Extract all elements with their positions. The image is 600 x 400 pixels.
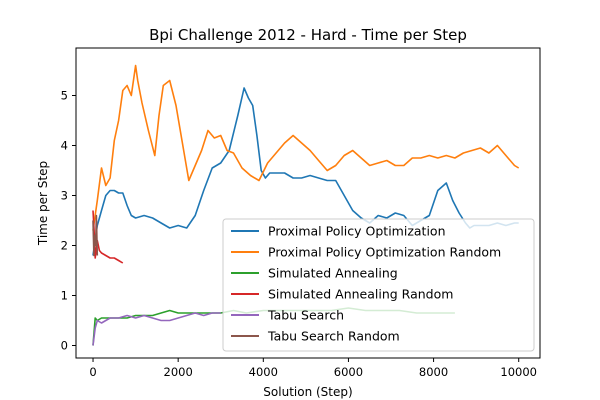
series-line-0 — [92, 87, 519, 256]
y-tick-label-3: 3 — [61, 189, 68, 203]
series-line-4 — [92, 312, 221, 346]
x-tick-label-1: 2000 — [164, 365, 193, 379]
legend-label-5: Tabu Search Random — [267, 329, 400, 344]
legend-label-1: Proximal Policy Optimization Random — [268, 245, 501, 260]
legend-label-0: Proximal Policy Optimization — [268, 224, 446, 239]
legend-label-3: Simulated Annealing Random — [268, 287, 453, 302]
x-axis-label: Solution (Step) — [263, 385, 352, 399]
series-line-5 — [92, 214, 99, 257]
y-tick-label-1: 1 — [61, 289, 68, 303]
x-tick-label-4: 8000 — [419, 365, 448, 379]
legend-label-4: Tabu Search — [267, 308, 344, 323]
legend-box — [222, 218, 535, 352]
legend-label-2: Simulated Annealing — [268, 266, 398, 281]
series-line-1 — [92, 64, 520, 231]
x-axis: 0 2000 4000 6000 8000 10000 — [89, 358, 537, 379]
x-tick-label-3: 6000 — [334, 365, 363, 379]
x-tick-label-0: 0 — [89, 365, 96, 379]
y-tick-label-4: 4 — [61, 139, 68, 153]
y-axis-label: Time per Step — [36, 161, 50, 246]
y-tick-label-0: 0 — [61, 339, 68, 353]
y-tick-label-5: 5 — [61, 89, 68, 103]
x-tick-label-5: 10000 — [500, 365, 537, 379]
y-axis: 0 1 2 3 4 5 — [61, 89, 76, 353]
legend: Proximal Policy Optimization Proximal Pol… — [222, 218, 535, 352]
chart-title: Bpi Challenge 2012 - Hard - Time per Ste… — [149, 26, 467, 44]
y-tick-label-2: 2 — [61, 239, 68, 253]
x-tick-label-2: 4000 — [249, 365, 278, 379]
plot-frame — [75, 47, 541, 359]
